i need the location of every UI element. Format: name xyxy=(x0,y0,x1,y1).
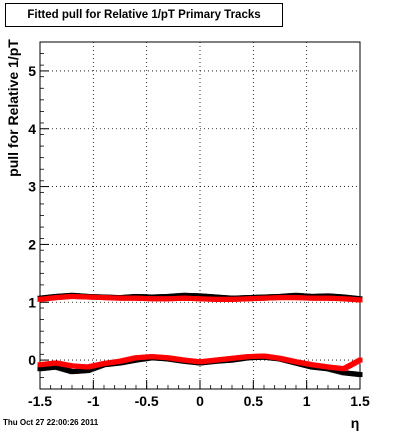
x-axis-title: η xyxy=(351,415,360,431)
y-tick-label: 2 xyxy=(28,236,36,252)
timestamp-footer: Thu Oct 27 22:00:26 2011 xyxy=(3,418,99,427)
series-red xyxy=(37,353,363,372)
series-red xyxy=(37,293,363,303)
x-tick-label: 0 xyxy=(196,393,204,409)
x-tick-label: -1.5 xyxy=(28,393,52,409)
grid-lines xyxy=(40,42,360,389)
x-tick-label: 1.5 xyxy=(350,393,370,409)
x-tick-label: 1 xyxy=(303,393,311,409)
y-tick-label: 3 xyxy=(28,179,36,195)
data-point xyxy=(357,372,363,378)
x-tick-label: 0.5 xyxy=(244,393,264,409)
y-tick-label: 0 xyxy=(28,352,36,368)
chart-title: Fitted pull for Relative 1/pT Primary Tr… xyxy=(5,3,283,27)
y-tick-label: 1 xyxy=(28,294,36,310)
x-tick-label: -0.5 xyxy=(135,393,159,409)
data-points xyxy=(37,292,363,378)
tick-labels: -1.5 -1 -0.5 0 0.5 1 1.5 0 1 2 3 4 5 xyxy=(28,63,370,409)
y-tick-label: 5 xyxy=(28,63,36,79)
data-point xyxy=(357,297,363,303)
axis-ticks xyxy=(39,41,361,390)
y-axis-title: pull for Relative 1/pT xyxy=(5,39,21,177)
y-tick-label: 4 xyxy=(28,121,36,137)
x-tick-label: -1 xyxy=(87,393,100,409)
data-point xyxy=(357,357,363,363)
